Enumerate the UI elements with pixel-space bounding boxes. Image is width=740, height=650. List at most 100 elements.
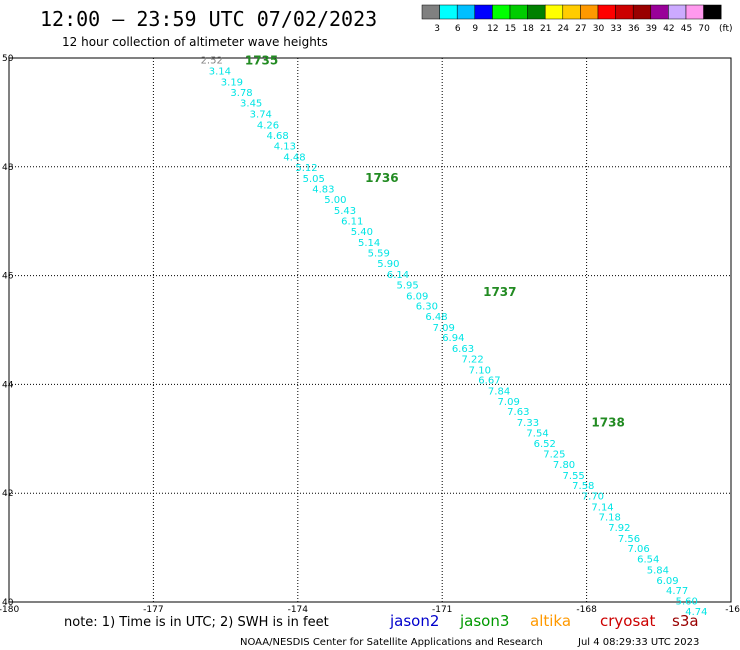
footnote: note: 1) Time is in UTC; 2) SWH is in fe… — [64, 615, 329, 630]
chart-subtitle: 12 hour collection of altimeter wave hei… — [62, 35, 328, 49]
swh-value: 6.52 — [534, 439, 556, 450]
swh-value: 7.18 — [599, 513, 621, 524]
swh-value: 3.14 — [209, 67, 231, 78]
swh-value: 4.13 — [274, 142, 296, 153]
swh-value: 5.90 — [377, 259, 399, 270]
color-scale-label: 27 — [575, 24, 586, 34]
swh-value: 4.48 — [283, 153, 305, 164]
x-tick-label: -171 — [432, 605, 452, 615]
swh-value: 4.77 — [666, 586, 688, 597]
swh-value: 5.12 — [295, 163, 317, 174]
swh-value: 5.95 — [396, 280, 418, 291]
swh-points: 2.523.143.193.783.453.744.264.684.134.48… — [201, 56, 708, 618]
satellite-name: s3a — [672, 612, 699, 630]
y-tick-label: 46 — [2, 272, 14, 282]
swh-value: 4.26 — [257, 120, 279, 131]
swh-value: 4.83 — [312, 185, 334, 196]
swh-value: 3.78 — [230, 88, 252, 99]
color-scale-swatch — [650, 4, 669, 20]
y-tick-label: 40 — [2, 598, 14, 608]
swh-value: 3.74 — [250, 110, 272, 121]
color-scale-swatch — [632, 4, 652, 20]
color-scale-swatch — [562, 4, 581, 20]
swh-value: 6.94 — [442, 333, 464, 344]
color-scale-swatch — [615, 4, 634, 20]
color-scale-swatch — [439, 4, 458, 20]
x-tick-label: -180 — [0, 605, 19, 615]
swh-value: 7.25 — [543, 450, 565, 461]
time-label: 1737 — [483, 285, 516, 299]
time-label: 1736 — [365, 171, 398, 185]
color-scale-swatch — [492, 4, 511, 20]
color-scale-swatch — [474, 4, 493, 20]
swh-value: 4.74 — [685, 607, 707, 618]
x-tick-label: -177 — [143, 605, 163, 615]
color-scale-label: 9 — [472, 24, 478, 34]
swh-value: 3.19 — [221, 77, 243, 88]
swh-value: 6.67 — [478, 376, 500, 387]
swh-value: 6.09 — [656, 576, 678, 587]
swh-value: 7.56 — [618, 534, 640, 545]
swh-value: 6.54 — [637, 555, 659, 566]
plot-frame — [8, 57, 732, 603]
swh-value: 7.33 — [517, 418, 539, 429]
swh-value: 4.68 — [267, 131, 289, 142]
swh-value: 7.92 — [608, 523, 630, 534]
satellite-name: jason3 — [459, 612, 509, 630]
color-scale-label: 33 — [610, 24, 621, 34]
swh-value: 7.70 — [582, 491, 604, 502]
color-scale-label: 6 — [455, 24, 461, 34]
swh-value: 7.80 — [553, 460, 575, 471]
color-scale-label: 18 — [522, 24, 534, 34]
swh-value: 5.14 — [358, 238, 380, 249]
time-labels: 1735 1736 1737 1738 — [245, 54, 625, 430]
swh-value: 7.84 — [488, 386, 510, 397]
color-scale-swatch — [580, 4, 599, 20]
swh-value: 6.48 — [425, 312, 447, 323]
chart-title: 12:00 – 23:59 UTC 07/02/2023 — [40, 7, 377, 31]
color-scale-swatch — [685, 4, 704, 20]
y-tick-label: 42 — [2, 489, 13, 499]
time-label: 1738 — [591, 415, 624, 429]
timestamp-text: Jul 4 08:29:33 UTC 2023 — [577, 637, 699, 648]
swh-value: 5.40 — [351, 227, 373, 238]
color-scale-label: 24 — [558, 24, 570, 34]
credit-text: NOAA/NESDIS Center for Satellite Applica… — [240, 637, 543, 648]
axis-ticks: -180 -177 -174 -171 -168 -16 40 42 44 46 48 50 — [0, 54, 740, 615]
swh-value: 5.59 — [368, 248, 390, 259]
swh-value: 7.09 — [498, 397, 520, 408]
color-scale-label: 45 — [681, 24, 692, 34]
swh-value: 7.54 — [526, 428, 548, 439]
swh-value: 5.00 — [324, 195, 346, 206]
color-scale-label: 3 — [434, 24, 440, 34]
swh-value: 6.30 — [416, 302, 438, 313]
swh-value: 7.10 — [469, 365, 491, 376]
swh-value: 3.45 — [240, 99, 262, 110]
color-scale: 3 6 9 12 15 18 21 24 27 30 33 36 39 42 45 70 (ft) — [421, 4, 733, 34]
x-tick-label: -168 — [576, 605, 597, 615]
color-scale-swatch — [597, 4, 616, 20]
color-scale-label: 39 — [646, 24, 658, 34]
swh-value: 7.63 — [507, 407, 529, 418]
satellite-legend: jason2 jason3 altika cryosat s3a — [389, 612, 699, 630]
color-scale-swatch — [421, 4, 440, 20]
grid — [9, 58, 731, 602]
color-scale-label: 42 — [663, 24, 674, 34]
color-scale-swatch — [456, 4, 476, 20]
color-scale-label: 21 — [540, 24, 551, 34]
color-scale-swatch — [544, 4, 564, 20]
x-tick-label: -16 — [725, 605, 740, 615]
swh-value: 6.11 — [341, 217, 363, 228]
swh-value: 7.58 — [572, 481, 594, 492]
color-scale-label: 30 — [593, 24, 605, 34]
swh-value: 6.09 — [406, 291, 428, 302]
y-tick-label: 48 — [2, 163, 14, 173]
satellite-name: jason2 — [389, 612, 439, 630]
swh-value: 7.09 — [433, 323, 455, 334]
color-scale-label: 36 — [628, 24, 640, 34]
color-scale-unit: (ft) — [719, 24, 733, 34]
x-tick-label: -174 — [288, 605, 309, 615]
swh-value: 2.52 — [201, 56, 223, 67]
swh-value: 7.22 — [461, 354, 483, 365]
